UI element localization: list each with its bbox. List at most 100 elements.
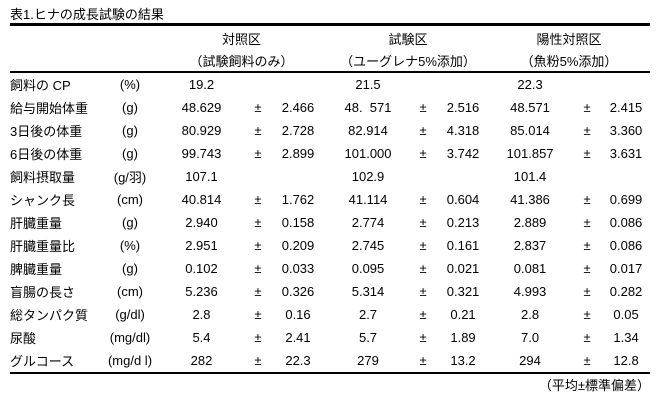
plus-minus-group2: ± xyxy=(583,307,591,322)
mean-value-group2: 2.889 xyxy=(513,215,547,230)
plus-minus-group2: ± xyxy=(583,123,591,138)
mean-value-group0: 282 xyxy=(155,349,248,374)
mean-value-group1: 0.095 xyxy=(351,261,385,276)
plus-minus-group2: ± xyxy=(583,146,591,161)
sd-value-group0 xyxy=(268,165,328,188)
plus-minus-group2: ± xyxy=(583,284,591,299)
sd-value-group1: 0.321 xyxy=(446,284,480,299)
row-unit: (cm) xyxy=(117,192,143,207)
group-subheader-row: （試験飼料のみ） （ユーグレナ5%添加） （魚粉5%添加） xyxy=(10,50,651,73)
row-unit: (g) xyxy=(122,261,138,276)
row-unit: (g) xyxy=(122,146,138,161)
table-row: 飼料摂取量 (g/羽) 107.1 102.9 101.4 xyxy=(10,165,650,188)
mean-value-group1: 102.9 xyxy=(351,169,385,184)
plus-minus-group1: ± xyxy=(408,349,439,374)
row-unit: (g) xyxy=(122,100,138,115)
mean-value-group2: 4.993 xyxy=(513,284,547,299)
mean-value-group1: 279 xyxy=(328,349,409,374)
plus-minus-group1 xyxy=(408,165,438,188)
row-unit: (cm) xyxy=(117,284,143,299)
mean-value-group1: 48. 571 xyxy=(344,100,392,115)
mean-value-group0: 107.1 xyxy=(185,169,218,184)
mean-value-group0: 99.743 xyxy=(181,146,222,161)
row-unit: (g) xyxy=(122,123,138,138)
table-row: 飼料の CP (%) 19.2 21.5 22.3 xyxy=(10,72,650,96)
mean-value-group2: 101.857 xyxy=(506,146,554,161)
table-row: 総タンパク質 (g/dl) 2.8 ±0.16 2.7 ±0.21 2.8 ±0.05 xyxy=(10,303,650,326)
sd-value-group0: 2.728 xyxy=(281,123,315,138)
mean-value-group1: 82.914 xyxy=(348,123,388,138)
mean-value-group0: 2.8 xyxy=(192,307,211,322)
plus-minus-group2: ± xyxy=(572,349,603,374)
sd-value-group0: 1.762 xyxy=(281,192,315,207)
sd-value-group2: 0.05 xyxy=(613,307,639,322)
mean-value-group0: 0.102 xyxy=(185,261,218,276)
sd-value-group0 xyxy=(268,72,328,96)
plus-minus-group0 xyxy=(248,165,268,188)
sd-value-group1: 0.021 xyxy=(446,261,480,276)
plus-minus-group1: ± xyxy=(419,192,427,207)
table-body: 飼料の CP (%) 19.2 21.5 22.3 給与開始体重 (g) 48.629 ±2.4… xyxy=(10,72,651,374)
row-label: 脾臓重量 xyxy=(10,262,63,277)
row-label: 肝臓重量比 xyxy=(10,239,76,254)
plus-minus-group1: ± xyxy=(419,261,427,276)
plus-minus-group1: ± xyxy=(419,307,427,322)
plus-minus-group2: ± xyxy=(583,192,591,207)
sd-value-group2: 3.360 xyxy=(609,123,643,138)
sd-value-group1: 0.161 xyxy=(446,238,480,253)
sd-value-group2: 0.017 xyxy=(609,261,643,276)
mean-value-group2: 22.3 xyxy=(517,77,543,92)
sd-value-group0: 2.466 xyxy=(281,100,315,115)
plus-minus-group1: ± xyxy=(419,330,427,345)
sd-value-group0: 0.158 xyxy=(281,215,315,230)
sd-value-group1: 4.318 xyxy=(446,123,480,138)
sd-value-group2: 3.631 xyxy=(609,146,643,161)
row-unit: (g/羽) xyxy=(113,170,147,185)
row-unit: (g/dl) xyxy=(115,307,145,322)
plus-minus-group0: ± xyxy=(248,349,268,374)
table-row: 盲腸の長さ (cm) 5.236 ±0.326 5.314 ±0.321 4.993 ±0.2… xyxy=(10,280,650,303)
plus-minus-group1: ± xyxy=(419,123,427,138)
group-header-positive-control: 陽性対照区 xyxy=(536,31,602,47)
plus-minus-group1: ± xyxy=(419,100,427,115)
plus-minus-group0: ± xyxy=(254,238,262,253)
mean-value-group1: 2.7 xyxy=(358,307,378,322)
table-header: 対照区 試験区 陽性対照区 （試験飼料のみ） （ユーグレナ5%添加） （魚粉5%… xyxy=(10,25,651,73)
sd-value-group0: 2.899 xyxy=(281,146,315,161)
table-row: 6日後の体重 (g) 99.743 ±2.899 101.000 ±3.742 101.85… xyxy=(10,142,650,165)
mean-value-group0: 80.929 xyxy=(181,123,222,138)
group-header-row: 対照区 試験区 陽性対照区 xyxy=(10,25,650,51)
sd-value-group0: 0.16 xyxy=(285,307,311,322)
row-label: 飼料の CP xyxy=(10,78,71,93)
mean-value-group0: 2.951 xyxy=(185,238,218,253)
group-subheader-positive-control: （魚粉5%添加） xyxy=(488,50,651,73)
sd-value-group1: 0.21 xyxy=(450,307,476,322)
mean-value-group1: 2.745 xyxy=(351,238,385,253)
sd-value-group2: 0.086 xyxy=(609,238,643,253)
table-row: グルコース (mg/d l) 282 ±22.3 279 ±13.2 294 ±12.8 xyxy=(10,349,651,374)
table-row: 尿酸 (mg/dl) 5.4 ±2.41 5.7 ±1.89 7.0 ±1.34 xyxy=(10,326,650,349)
plus-minus-group1 xyxy=(408,72,438,96)
table-row: 給与開始体重 (g) 48.629 ±2.466 48. 571 ±2.516 48.571… xyxy=(10,96,650,119)
header-spacer xyxy=(10,25,155,51)
mean-value-group2: 2.8 xyxy=(520,307,540,322)
mean-value-group0: 2.940 xyxy=(185,215,218,230)
plus-minus-group0: ± xyxy=(254,330,262,345)
table-row: 肝臓重量 (g) 2.940 ±0.158 2.774 ±0.213 2.889 ±0.086 xyxy=(10,211,650,234)
plus-minus-group2 xyxy=(572,72,602,96)
mean-value-group0: 5.4 xyxy=(192,330,211,345)
sd-value-group0: 0.033 xyxy=(281,261,315,276)
mean-value-group2: 2.837 xyxy=(513,238,547,253)
mean-value-group2: 48.571 xyxy=(510,100,550,115)
plus-minus-group2: ± xyxy=(583,100,591,115)
sd-value-group2: 0.699 xyxy=(609,192,643,207)
plus-minus-group2: ± xyxy=(583,238,591,253)
row-unit: (g) xyxy=(122,215,138,230)
group-subheader-test: （ユーグレナ5%添加） xyxy=(328,50,489,73)
plus-minus-group1: ± xyxy=(419,215,427,230)
table-title: 表1.ヒナの成長試験の結果 xyxy=(10,7,164,22)
sd-value-group1: 2.516 xyxy=(446,100,480,115)
row-label: 3日後の体重 xyxy=(10,124,83,139)
mean-value-group1: 41.114 xyxy=(348,192,388,207)
